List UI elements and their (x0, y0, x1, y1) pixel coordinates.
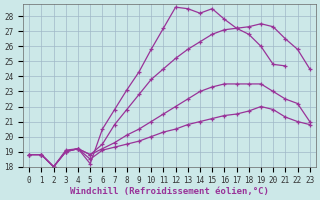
X-axis label: Windchill (Refroidissement éolien,°C): Windchill (Refroidissement éolien,°C) (70, 187, 269, 196)
